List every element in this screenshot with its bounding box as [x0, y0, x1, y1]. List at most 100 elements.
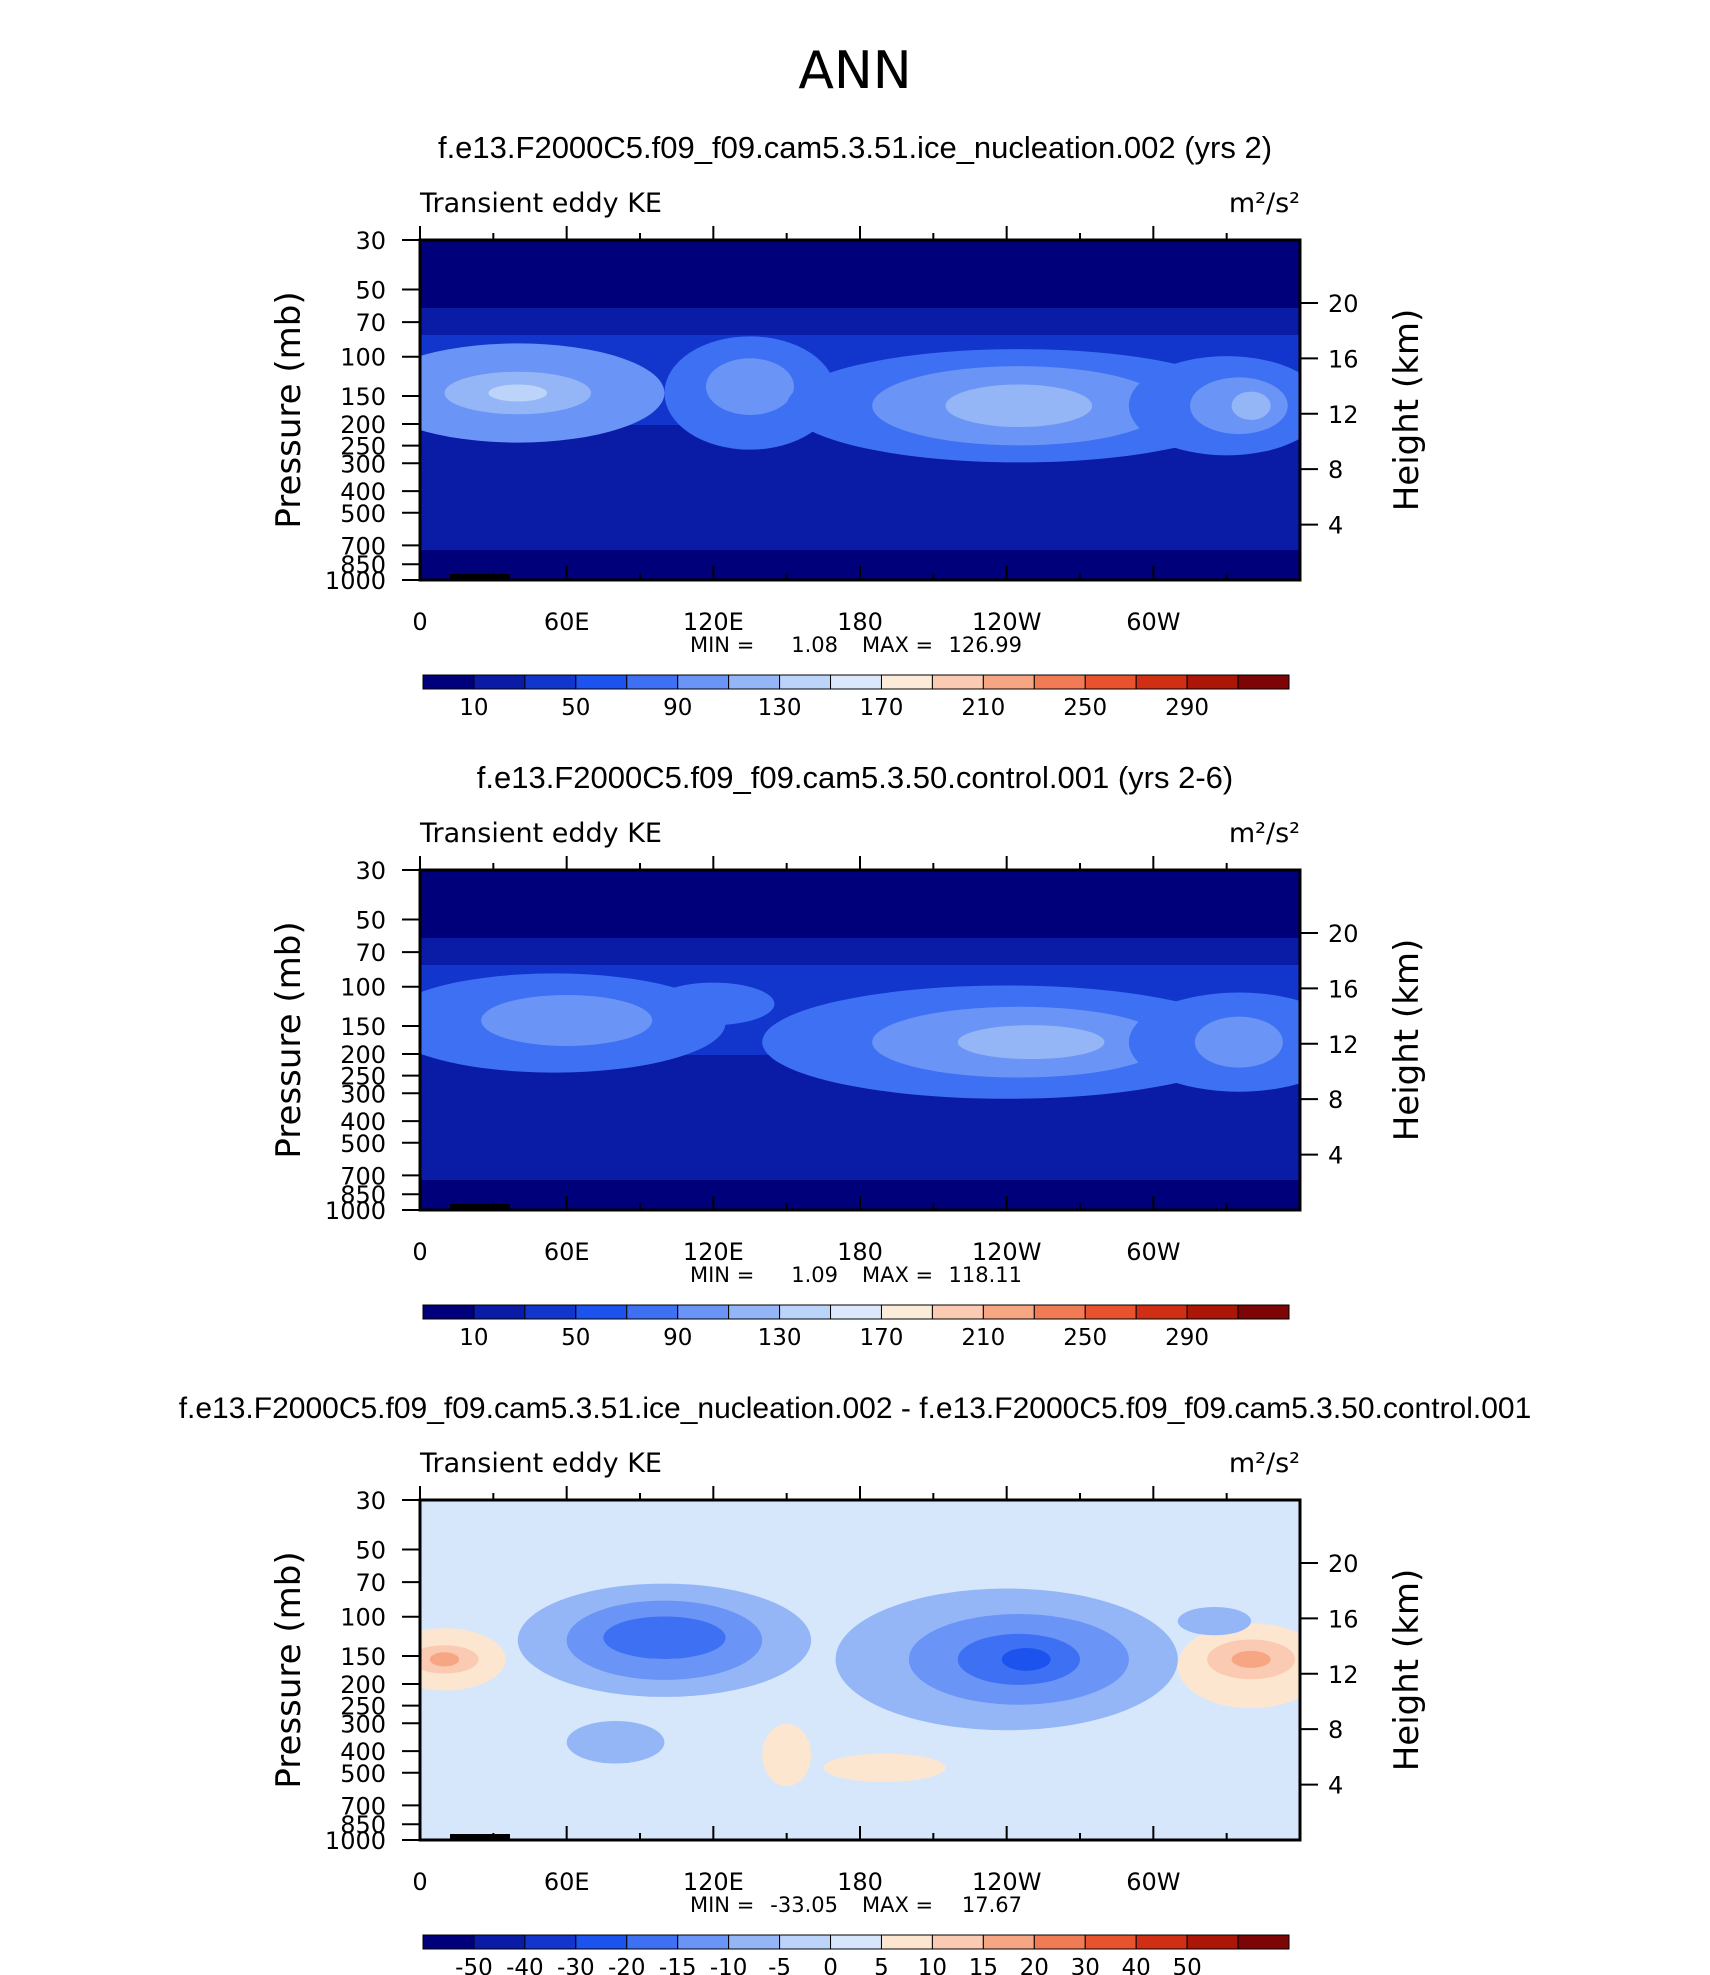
min-value: 1.08: [791, 633, 838, 657]
colorbar-label: 10: [459, 695, 488, 721]
colorbar-box: [1186, 674, 1239, 690]
colorbar-box: [1186, 1304, 1239, 1320]
contour-region: [1001, 1648, 1051, 1671]
contour-region: [945, 384, 1093, 427]
colorbar-label: 0: [823, 1955, 838, 1975]
contour-band-upper: [420, 240, 1300, 308]
contour-region: [762, 1723, 812, 1787]
y2-tick-label: 12: [1328, 401, 1359, 429]
colorbar-box: [575, 1304, 628, 1320]
x-tick-label: 120E: [683, 608, 744, 636]
colorbar-box: [422, 1304, 475, 1320]
colorbar-box: [1237, 1304, 1290, 1320]
x-tick-label: 120W: [972, 608, 1042, 636]
contour-fields: [420, 870, 1300, 1210]
max-label: MAX =: [862, 633, 933, 657]
contour-region: [706, 358, 794, 415]
colorbar-label: 130: [758, 1325, 802, 1351]
contour-region: [652, 982, 775, 1026]
max-label: MAX =: [862, 1263, 933, 1287]
colorbar-label: 250: [1063, 1325, 1107, 1351]
colorbar-label: 5: [874, 1955, 889, 1975]
topography: [450, 1834, 510, 1840]
y-tick-label: 700: [340, 1162, 386, 1190]
colorbar-box: [830, 1304, 882, 1320]
y-tick-label: 1000: [325, 1197, 386, 1225]
y-tick-label: 150: [340, 1643, 386, 1671]
y-tick-label: 850: [340, 1811, 386, 1839]
panel-units: m²/s²: [1229, 188, 1300, 219]
y-tick-label: 1000: [325, 567, 386, 595]
y-tick-label: 400: [340, 478, 386, 506]
colorbar-label: 210: [961, 695, 1005, 721]
y-tick-label: 850: [340, 551, 386, 579]
y-axis-title: Pressure (mb): [269, 921, 309, 1158]
y-tick-label: 150: [340, 1013, 386, 1041]
colorbar-label: -20: [608, 1955, 646, 1975]
colorbar-label: 50: [561, 1325, 590, 1351]
contour-region: [1177, 1606, 1252, 1636]
panel-units: m²/s²: [1229, 1448, 1300, 1479]
panel-left-label: Transient eddy KE: [419, 1448, 662, 1479]
colorbar-box: [524, 1304, 577, 1320]
colorbar-box: [677, 1304, 730, 1320]
x-tick-label: 120E: [683, 1238, 744, 1266]
colorbar-label: 90: [663, 695, 692, 721]
x-tick-label: 0: [412, 608, 427, 636]
colorbar-box: [880, 1934, 933, 1950]
y-tick-label: 200: [340, 1671, 386, 1699]
y2-axis-title: Height (km): [1387, 309, 1427, 512]
topography: [450, 574, 510, 580]
x-tick-label: 180: [837, 1238, 883, 1266]
y2-tick-label: 20: [1328, 920, 1359, 948]
colorbar-label: -15: [659, 1955, 697, 1975]
panel-2: f.e13.F2000C5.f09_f09.cam5.3.50.control.…: [269, 760, 1427, 1351]
y-tick-label: 100: [340, 1604, 386, 1632]
y2-axis-title: Height (km): [1387, 1569, 1427, 1772]
colorbar-label: 50: [1172, 1955, 1201, 1975]
max-value: 118.11: [949, 1263, 1022, 1287]
colorbar-label: 20: [1020, 1955, 1049, 1975]
colorbar-box: [626, 1934, 679, 1950]
contour-region: [429, 1652, 460, 1667]
min-value: -33.05: [770, 1893, 838, 1917]
colorbar-label: -30: [557, 1955, 595, 1975]
y-tick-label: 250: [340, 1063, 386, 1091]
y-tick-label: 30: [355, 1487, 386, 1515]
min-value: 1.09: [791, 1263, 838, 1287]
y-tick-label: 400: [340, 1738, 386, 1766]
panel-units: m²/s²: [1229, 818, 1300, 849]
contour-band-upper: [420, 870, 1300, 938]
colorbar-box: [677, 1934, 730, 1950]
colorbar-label: -10: [710, 1955, 748, 1975]
y-tick-label: 400: [340, 1108, 386, 1136]
colorbar-box: [575, 674, 628, 690]
y2-tick-label: 12: [1328, 1031, 1359, 1059]
colorbar-box: [779, 674, 832, 690]
y-tick-label: 850: [340, 1181, 386, 1209]
max-label: MAX =: [862, 1893, 933, 1917]
colorbar-box: [779, 1304, 832, 1320]
panel-left-label: Transient eddy KE: [419, 818, 662, 849]
x-tick-label: 180: [837, 608, 883, 636]
y-tick-label: 250: [340, 433, 386, 461]
colorbar-box: [728, 1304, 781, 1320]
y-tick-label: 300: [340, 1710, 386, 1738]
colorbar-box: [1135, 674, 1188, 690]
y2-tick-label: 8: [1328, 1716, 1343, 1744]
colorbar-label: 170: [860, 1325, 904, 1351]
panel-1: f.e13.F2000C5.f09_f09.cam5.3.51.ice_nucl…: [269, 130, 1427, 721]
colorbar-label: 10: [918, 1955, 947, 1975]
topography: [450, 1204, 510, 1210]
colorbar-box: [880, 1304, 933, 1320]
colorbar-box: [1033, 1934, 1086, 1950]
y-tick-label: 50: [355, 277, 386, 305]
colorbar-label: 30: [1071, 1955, 1100, 1975]
y2-tick-label: 16: [1328, 975, 1359, 1003]
colorbar-box: [1084, 674, 1137, 690]
colorbar-box: [880, 674, 933, 690]
y-tick-label: 700: [340, 532, 386, 560]
contour-region: [1231, 1650, 1271, 1668]
figure-title: ANN: [798, 41, 911, 101]
colorbar-box: [728, 1934, 781, 1950]
